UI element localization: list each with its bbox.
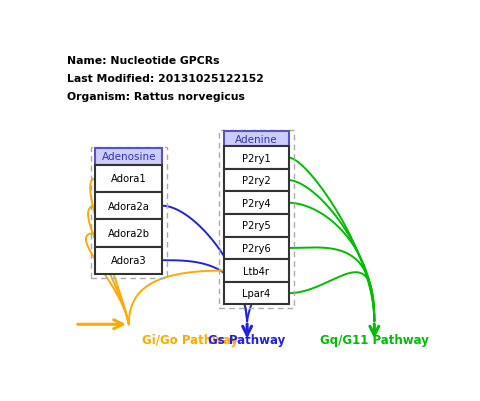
Text: Gq/G11 Pathway: Gq/G11 Pathway [320, 333, 429, 346]
FancyBboxPatch shape [224, 282, 289, 305]
Text: Ltb4r: Ltb4r [243, 266, 269, 276]
Text: Gi/Go Pathway: Gi/Go Pathway [142, 333, 238, 346]
Text: Adora2a: Adora2a [108, 201, 150, 211]
Text: P2ry1: P2ry1 [242, 153, 271, 163]
Text: P2ry5: P2ry5 [242, 221, 271, 231]
Text: Adenine: Adenine [235, 134, 277, 144]
Text: Organism: Rattus norvegicus: Organism: Rattus norvegicus [67, 92, 245, 101]
Text: Adora2b: Adora2b [108, 229, 150, 238]
FancyBboxPatch shape [96, 166, 162, 192]
Text: Adora1: Adora1 [111, 174, 147, 184]
FancyBboxPatch shape [224, 237, 289, 259]
Text: Adenosine: Adenosine [102, 152, 156, 162]
Text: Name: Nucleotide GPCRs: Name: Nucleotide GPCRs [67, 56, 219, 66]
Text: Adora3: Adora3 [111, 255, 146, 265]
FancyBboxPatch shape [224, 132, 289, 147]
FancyBboxPatch shape [96, 148, 162, 166]
FancyBboxPatch shape [224, 215, 289, 237]
Text: Lpar4: Lpar4 [242, 288, 270, 298]
Text: Gs Pathway: Gs Pathway [208, 333, 286, 346]
Text: P2ry6: P2ry6 [242, 243, 271, 253]
FancyBboxPatch shape [96, 220, 162, 247]
Text: Last Modified: 20131025122152: Last Modified: 20131025122152 [67, 74, 264, 84]
FancyBboxPatch shape [224, 147, 289, 170]
FancyBboxPatch shape [224, 259, 289, 282]
FancyBboxPatch shape [96, 192, 162, 220]
FancyBboxPatch shape [96, 247, 162, 274]
FancyBboxPatch shape [224, 192, 289, 215]
FancyBboxPatch shape [224, 170, 289, 192]
Text: P2ry4: P2ry4 [242, 198, 271, 208]
Text: P2ry2: P2ry2 [242, 176, 271, 186]
